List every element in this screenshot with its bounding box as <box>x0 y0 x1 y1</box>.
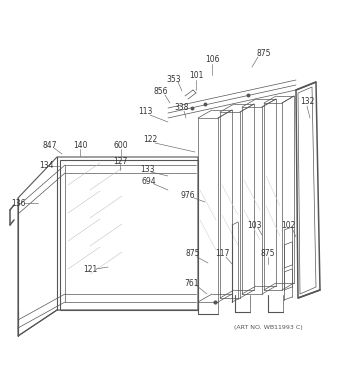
Text: (ART NO. WB11993 C): (ART NO. WB11993 C) <box>234 326 302 330</box>
Text: 875: 875 <box>261 250 275 258</box>
Text: 136: 136 <box>11 198 25 207</box>
Text: 117: 117 <box>215 250 229 258</box>
Text: 102: 102 <box>281 222 295 231</box>
Text: 847: 847 <box>43 141 57 150</box>
Text: 103: 103 <box>247 222 261 231</box>
Text: 875: 875 <box>186 250 200 258</box>
Text: 122: 122 <box>143 135 157 144</box>
Text: 761: 761 <box>185 279 199 288</box>
Text: 353: 353 <box>167 75 181 84</box>
Text: 338: 338 <box>175 103 189 112</box>
Text: 875: 875 <box>257 48 271 57</box>
Text: 694: 694 <box>142 178 156 186</box>
Text: 101: 101 <box>189 72 203 81</box>
Text: 106: 106 <box>205 56 219 65</box>
Text: 113: 113 <box>138 107 152 116</box>
Text: 134: 134 <box>39 162 53 170</box>
Text: 140: 140 <box>73 141 87 150</box>
Text: 133: 133 <box>140 166 154 175</box>
Text: 600: 600 <box>114 141 128 150</box>
Text: 127: 127 <box>113 157 127 166</box>
Text: 976: 976 <box>181 191 195 201</box>
Text: 121: 121 <box>83 264 97 273</box>
Text: 856: 856 <box>154 88 168 97</box>
Text: 132: 132 <box>300 97 314 107</box>
